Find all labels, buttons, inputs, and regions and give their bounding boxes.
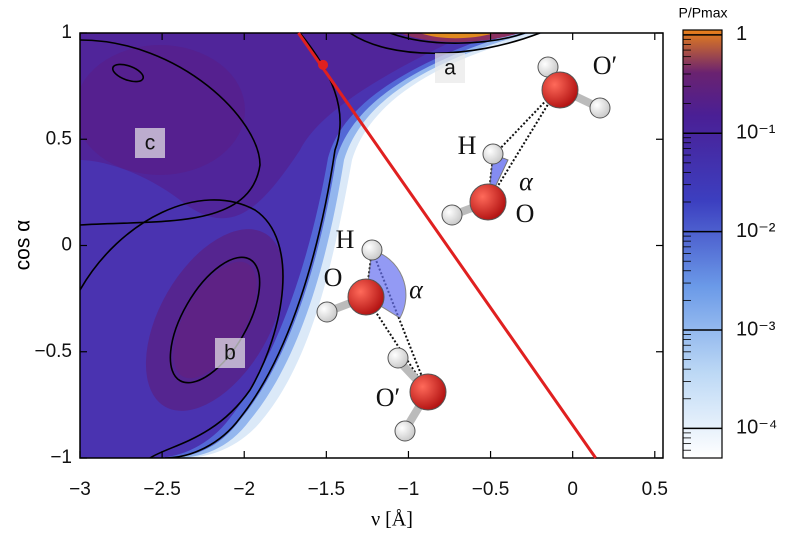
x-tick-label: 0 xyxy=(567,479,578,500)
y-tick-label: 1 xyxy=(61,22,72,43)
colorbar-tick-label: 10⁻² xyxy=(736,220,776,242)
y-tick-label: 0 xyxy=(61,235,72,256)
point xyxy=(318,59,329,70)
annotation-box xyxy=(435,53,465,83)
x-tick-label: −0.5 xyxy=(472,479,510,500)
annotation: b xyxy=(224,342,236,365)
molecule-label: O xyxy=(516,199,535,228)
x-axis-label: ν [Å] xyxy=(371,509,413,531)
x-tick-label: −1 xyxy=(398,479,420,500)
colorbar-tick-label: 1 xyxy=(736,23,747,45)
y-tick-label: 0.5 xyxy=(46,128,72,149)
x-tick-label: −2 xyxy=(233,479,255,500)
colorbar-label: P/Pmax xyxy=(678,5,727,21)
contour-fill xyxy=(80,33,545,458)
molecule-label: α xyxy=(519,167,534,196)
molecule-label: α xyxy=(409,275,424,304)
molecules xyxy=(316,56,611,442)
y-axis-label: cos α xyxy=(12,220,35,271)
annotation-box xyxy=(135,128,165,158)
x-tick-label: −2.5 xyxy=(143,479,181,500)
x-tick-label: −1.5 xyxy=(308,479,346,500)
annotation: a xyxy=(444,57,456,80)
molecule-label: H xyxy=(336,225,355,254)
molecule-label: H xyxy=(458,131,477,160)
molecule-label: O xyxy=(324,263,343,292)
x-tick-label: −3 xyxy=(69,479,91,500)
x-tick-label: 0.5 xyxy=(642,479,668,500)
annotation: c xyxy=(145,132,156,155)
molecule-label: O′ xyxy=(593,51,617,80)
annotation-box xyxy=(215,338,245,368)
colorbar xyxy=(682,29,723,459)
molecule-label: O′ xyxy=(376,383,400,412)
colorbar-tick-label: 10⁻⁴ xyxy=(736,417,777,439)
colorbar-tick-label: 10⁻¹ xyxy=(736,122,776,144)
y-tick-label: −0.5 xyxy=(34,341,72,362)
reaction-line xyxy=(297,32,597,459)
colorbar-tick-label: 10⁻³ xyxy=(736,318,776,340)
y-tick-label: −1 xyxy=(50,447,72,468)
